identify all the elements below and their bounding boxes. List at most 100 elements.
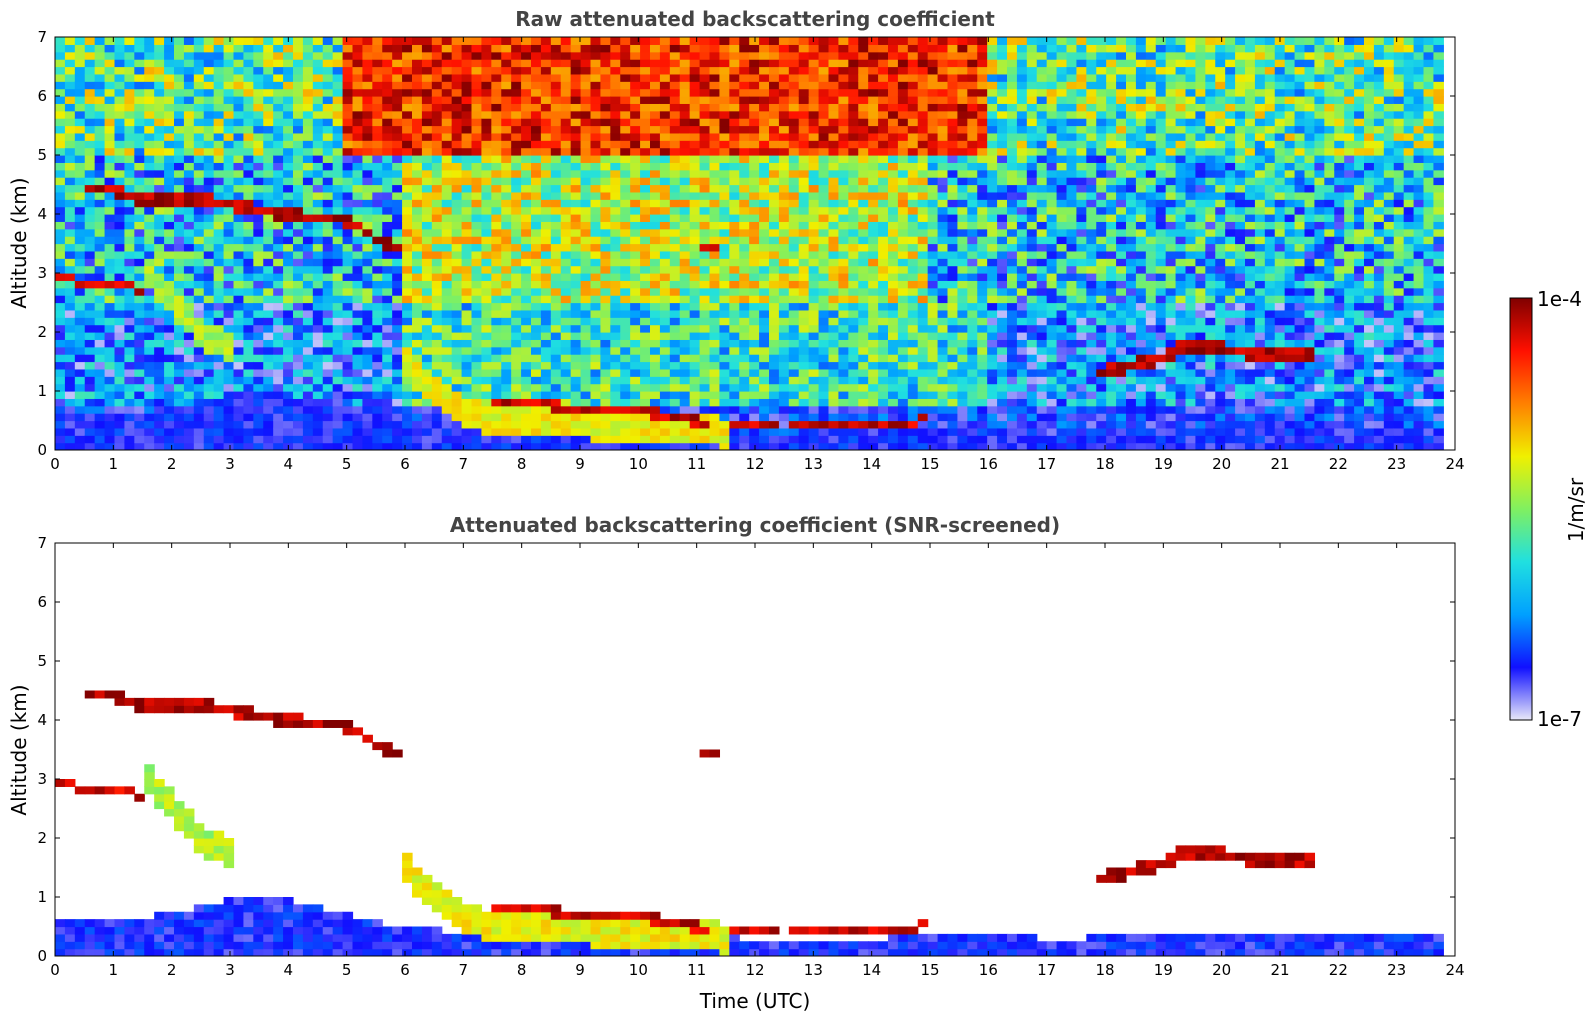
heatmap-cell	[719, 354, 730, 363]
heatmap-cell	[203, 243, 215, 252]
heatmap-cell	[848, 405, 859, 414]
heatmap-cell	[352, 73, 364, 82]
heatmap-cell	[818, 140, 830, 149]
heatmap-cell	[897, 280, 909, 289]
heatmap-cell	[798, 118, 810, 127]
heatmap-cell	[183, 405, 195, 414]
heatmap-cell	[610, 295, 621, 304]
heatmap-cell	[778, 132, 790, 141]
heatmap-cell	[620, 110, 631, 119]
heatmap-cell	[213, 317, 225, 326]
heatmap-cell	[273, 140, 284, 149]
heatmap-cell	[838, 413, 849, 422]
heatmap-cell	[878, 118, 889, 127]
heatmap-cell	[521, 361, 532, 370]
heatmap-cell	[669, 206, 681, 215]
heatmap-cell	[392, 59, 403, 68]
heatmap-cell	[669, 66, 681, 75]
heatmap-cell	[878, 420, 889, 429]
heatmap-cell	[560, 405, 572, 414]
heatmap-cell	[729, 398, 740, 407]
heatmap-cell	[243, 250, 254, 259]
heatmap-cell	[590, 442, 602, 450]
heatmap-cell	[521, 368, 532, 377]
heatmap-cell	[610, 383, 621, 392]
heatmap-cell	[431, 228, 443, 237]
heatmap-cell	[322, 250, 334, 259]
heatmap-cell	[183, 427, 195, 436]
heatmap-cell	[818, 162, 830, 171]
heatmap-cell	[382, 44, 393, 53]
heatmap-cell	[144, 346, 155, 355]
heatmap-cell	[759, 302, 770, 311]
heatmap-cell	[352, 442, 364, 450]
heatmap-cell	[471, 162, 483, 171]
heatmap-cell	[669, 118, 681, 127]
heatmap-cell	[788, 243, 800, 252]
heatmap-cell	[74, 81, 86, 90]
heatmap-cell	[273, 110, 284, 119]
heatmap-cell	[570, 413, 582, 422]
heatmap-cell	[927, 191, 939, 200]
heatmap-cell	[630, 155, 641, 163]
heatmap-cell	[937, 398, 949, 407]
heatmap-cell	[521, 177, 532, 186]
heatmap-cell	[144, 81, 155, 90]
heatmap-cell	[689, 442, 701, 450]
heatmap-cell	[233, 81, 245, 90]
heatmap-cell	[144, 169, 155, 178]
heatmap-cell	[848, 236, 859, 245]
heatmap-cell	[441, 140, 453, 149]
heatmap-cell	[233, 37, 245, 45]
heatmap-cell	[659, 59, 671, 68]
heatmap-cell	[362, 427, 373, 436]
heatmap-cell	[858, 51, 869, 60]
heatmap-cell	[550, 103, 562, 112]
heatmap-cell	[342, 236, 354, 245]
heatmap-cell	[322, 236, 334, 245]
heatmap-cell	[788, 37, 800, 45]
heatmap-cell	[84, 125, 96, 134]
heatmap-cell	[372, 132, 383, 141]
heatmap-cell	[293, 427, 304, 436]
heatmap-cell	[362, 324, 373, 333]
heatmap-cell	[848, 96, 859, 104]
heatmap-cell	[263, 125, 274, 134]
heatmap-cell	[372, 184, 383, 193]
heatmap-cell	[828, 361, 840, 370]
heatmap-cell	[491, 280, 502, 289]
heatmap-cell	[362, 361, 373, 370]
heatmap-cell	[808, 228, 820, 237]
heatmap-cell	[560, 287, 572, 296]
heatmap-cell	[223, 413, 235, 422]
heatmap-cell	[521, 383, 532, 392]
heatmap-cell	[927, 324, 939, 333]
heatmap-cell	[560, 383, 572, 392]
heatmap-cell	[560, 214, 572, 222]
heatmap-cell	[828, 280, 840, 289]
heatmap-cell	[253, 376, 264, 385]
heatmap-cell	[858, 125, 869, 134]
heatmap-cell	[848, 177, 859, 186]
heatmap-cell	[858, 287, 869, 296]
heatmap-cell	[233, 435, 245, 444]
heatmap-cell	[213, 420, 225, 429]
heatmap-cell	[907, 88, 919, 97]
heatmap-cell	[749, 376, 760, 385]
heatmap-cell	[55, 228, 66, 237]
heatmap-cell	[769, 302, 780, 311]
heatmap-cell	[302, 103, 314, 112]
heatmap-cell	[828, 346, 840, 355]
heatmap-cell	[104, 295, 116, 304]
heatmap-cell	[550, 317, 562, 326]
heatmap-cell	[521, 73, 532, 82]
heatmap-cell	[312, 88, 324, 97]
heatmap-cell	[868, 103, 879, 112]
heatmap-cell	[431, 398, 443, 407]
heatmap-cell	[193, 368, 205, 377]
heatmap-cell	[759, 258, 770, 267]
heatmap-cell	[134, 103, 145, 112]
heatmap-cell	[769, 258, 780, 267]
heatmap-cell	[412, 435, 423, 444]
heatmap-cell	[461, 132, 473, 141]
